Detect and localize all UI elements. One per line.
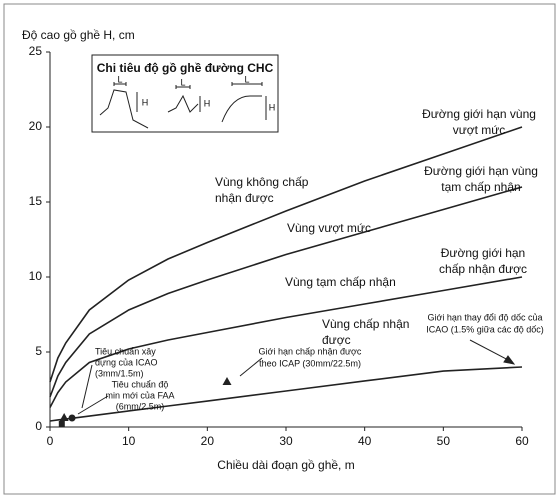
- arrow: [81, 364, 93, 409]
- frame: [3, 3, 556, 495]
- line: [49, 186, 523, 398]
- arrow: [239, 357, 263, 377]
- line: [49, 126, 523, 383]
- x-axis-title: Chiều dài đoạn gồ ghề, m: [217, 458, 354, 472]
- inset-label: L: [117, 74, 122, 84]
- annotation: ICAO (1.5% giữa các độ dốc): [426, 324, 544, 334]
- annotation: Đường giới hạn vùng: [422, 107, 536, 121]
- annotation: Vùng vượt mức: [287, 221, 371, 235]
- y-tick-label: 10: [29, 269, 43, 283]
- annotation: chấp nhận được: [439, 262, 527, 276]
- x-tick-label: 20: [201, 434, 215, 448]
- inset-label: H: [269, 102, 276, 112]
- inset-label: H: [142, 97, 149, 107]
- sketch: [99, 89, 149, 129]
- annotation: được: [322, 333, 351, 347]
- y-axis-title: Độ cao gồ ghề H, cm: [22, 28, 135, 42]
- sketch: [175, 85, 201, 112]
- inset-label: H: [204, 98, 211, 108]
- arrow-head: [503, 355, 516, 365]
- y-tick-label: 20: [29, 119, 43, 133]
- marker: [59, 413, 69, 421]
- inset-box: [91, 54, 279, 133]
- annotation: theo ICAP (30mm/22.5m): [259, 358, 361, 368]
- x-tick-label: 50: [437, 434, 451, 448]
- annotation: Giới hạn chấp nhận được: [259, 346, 362, 356]
- arrows: [77, 339, 516, 415]
- x-tick-label: 10: [122, 434, 136, 448]
- inset-label: L: [180, 77, 185, 87]
- x-tick-label: 30: [279, 434, 293, 448]
- sketch: [231, 82, 267, 120]
- inset-label: L: [244, 74, 249, 84]
- annotation: dựng của ICAO: [95, 357, 158, 367]
- annotation: Tiêu chuẩn độ: [112, 379, 169, 389]
- line: [49, 276, 523, 408]
- marker: [68, 414, 76, 422]
- annotation: (6mm/2.5m): [116, 401, 165, 411]
- y-tick-label: 5: [35, 344, 42, 358]
- y-tick-label: 25: [29, 44, 43, 58]
- inset: Chi tiêu độ gồ ghề đường CHC L H L H L H: [91, 54, 279, 133]
- arrow: [77, 395, 109, 415]
- annotation: Giới hạn thay đổi độ dốc của: [428, 312, 543, 322]
- x-tick-label: 40: [358, 434, 372, 448]
- annotation: tạm chấp nhận: [441, 180, 520, 194]
- marker: [58, 421, 65, 427]
- annotation: min mới của FAA: [106, 390, 175, 400]
- inset-title: Chi tiêu độ gồ ghề đường CHC: [97, 61, 274, 75]
- annotation: Vùng tạm chấp nhận: [285, 275, 396, 289]
- marker: [222, 377, 232, 385]
- arrow: [469, 339, 513, 363]
- annotation: vượt mức: [453, 123, 506, 137]
- annotation: Vùng không chấp: [215, 175, 309, 189]
- sketch: [113, 82, 138, 112]
- x-tick-label: 60: [515, 434, 529, 448]
- sketch: [167, 94, 199, 113]
- y-tick-label: 15: [29, 194, 43, 208]
- annotation: Tiêu chuẩn xây: [95, 346, 156, 356]
- sketch: [221, 95, 262, 123]
- annotation: (3mm/1.5m): [95, 368, 144, 378]
- y-tick-label: 0: [35, 419, 42, 433]
- annotation: nhận được: [215, 191, 274, 205]
- x-tick-label: 0: [47, 434, 54, 448]
- annotation: Đường giới hạn: [441, 246, 525, 260]
- annotation: Vùng chấp nhận: [322, 317, 409, 331]
- annotation: Đường giới hạn vùng: [424, 164, 538, 178]
